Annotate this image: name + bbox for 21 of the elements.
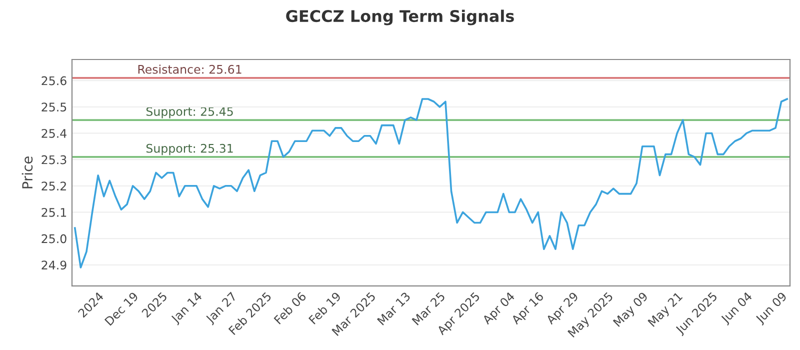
y-tick-label: 25.0 [42,234,66,244]
y-tick-label: 25.4 [42,128,66,138]
ref-line-label: Support: 25.31 [146,144,233,156]
x-tick-label: Dec 19 [104,292,139,326]
line-series [74,98,788,268]
y-axis-title: Price [22,156,33,188]
x-tick-label: Feb 19 [308,291,342,325]
ref-line-label: Resistance: 25.61 [138,64,242,74]
x-tick-label: Jun 04 [720,291,754,326]
y-tick-label: 25.5 [42,102,66,112]
y-tick-label: 25.2 [42,182,66,191]
x-tick-label: Mar 13 [376,292,411,326]
y-tick-label: 24.9 [42,260,66,270]
y-tick-label: 25.1 [42,208,66,217]
x-tick-label: Jun 09 [754,292,789,326]
y-tick-label: 25.6 [42,76,66,86]
x-tick-label: Jan 14 [170,292,204,326]
x-tick-label: Feb 06 [273,291,307,325]
chart-title: GECCZ Long Term Signals [286,10,514,26]
x-tick-label: Mar 25 [412,292,446,326]
y-tick-label: 25.3 [42,155,66,164]
